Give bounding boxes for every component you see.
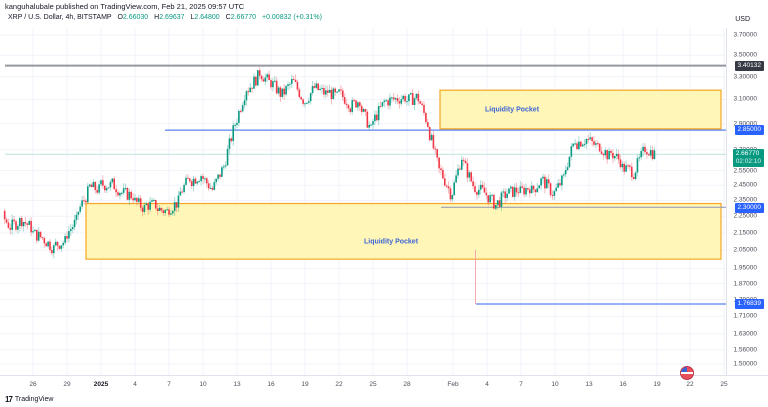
- price-tag: 2.30000: [734, 203, 764, 214]
- time-tick-label: 13: [233, 381, 241, 388]
- lower-liquidity-pocket-label: Liquidity Pocket: [363, 238, 419, 246]
- open-label: O: [117, 14, 123, 21]
- tradingview-brand: TradingView: [14, 396, 54, 403]
- price-tag: 2.85000: [734, 125, 764, 136]
- us-flag-event-icon[interactable]: [680, 366, 694, 380]
- price-tag: 2.66770 02:02:10: [732, 149, 764, 168]
- price-tick-label: 2.35000: [733, 196, 758, 204]
- time-tick-label: 29: [63, 381, 71, 388]
- time-tick-label: 2025: [93, 381, 109, 388]
- publisher-line: kanguhalubale published on TradingView.c…: [5, 2, 245, 11]
- upper-liquidity-pocket-label: Liquidity Pocket: [484, 106, 540, 113]
- price-tick-label: 3.10000: [733, 95, 758, 103]
- low-label: L: [190, 14, 195, 21]
- time-tick-label: 16: [267, 381, 275, 388]
- time-tick-label: 4: [133, 381, 137, 388]
- time-tick-label: Feb: [447, 381, 459, 388]
- price-tick-label: 3.50000: [733, 51, 758, 59]
- time-tick-label: 19: [301, 381, 309, 388]
- high-label: H: [154, 14, 160, 21]
- time-tick-label: 10: [199, 381, 207, 388]
- price-tick-label: 1.95000: [733, 264, 758, 272]
- low-value: 2.64800: [194, 14, 220, 21]
- price-tick-label: 2.90000: [733, 120, 758, 128]
- time-tick-label: 4: [485, 381, 489, 388]
- open-value: 2.66030: [122, 14, 149, 21]
- price-tag: 1.76839: [734, 299, 764, 310]
- symbol-title: XRP / U.S. Dollar, 4h, BITSTAMP: [8, 14, 112, 21]
- time-tick-label: 26: [29, 381, 37, 388]
- price-tick-label: 1.50000: [733, 360, 758, 368]
- time-tick-label: 7: [519, 381, 523, 388]
- time-tick-label: 10: [551, 381, 559, 388]
- price-tick-label: 3.30000: [733, 73, 758, 81]
- close-label: C: [225, 14, 231, 21]
- currency-label[interactable]: USD: [735, 16, 750, 23]
- price-tag: 3.40132: [734, 60, 764, 71]
- price-tick-label: 2.15000: [733, 229, 758, 237]
- time-tick-label: 25: [369, 381, 377, 388]
- high-value: 2.69637: [159, 14, 185, 21]
- time-tick-label: 13: [585, 381, 593, 388]
- price-tick-label: 1.87000: [733, 280, 758, 288]
- time-tick-label: 22: [335, 381, 343, 388]
- tradingview-logo[interactable]: 17 TradingView: [5, 395, 53, 404]
- time-tick-label: 22: [686, 381, 694, 388]
- tradingview-mark-icon: 17: [5, 395, 13, 404]
- price-tick-label: 2.25000: [733, 212, 758, 220]
- price-tick-label: 2.45000: [733, 181, 758, 189]
- time-tick-label: 19: [653, 381, 661, 388]
- price-tick-label: 1.71000: [733, 312, 758, 320]
- price-tick-label: 3.70000: [733, 31, 758, 39]
- time-tick-label: 28: [403, 381, 411, 388]
- change-value: +0.00832 (+0.31%): [261, 14, 322, 21]
- time-tick-label: 7: [167, 381, 171, 388]
- price-tick-label: 2.05000: [733, 246, 758, 254]
- time-tick-label: 25: [720, 381, 728, 388]
- price-tick-label: 1.56000: [733, 346, 758, 354]
- time-tick-label: 16: [619, 381, 627, 388]
- price-tick-label: 2.55000: [733, 167, 758, 175]
- close-value: 2.66770: [230, 14, 257, 21]
- ohlc-legend: XRP / U.S. Dollar, 4h, BITSTAMP O2.66030…: [8, 14, 322, 21]
- price-tick-label: 1.63000: [733, 330, 758, 338]
